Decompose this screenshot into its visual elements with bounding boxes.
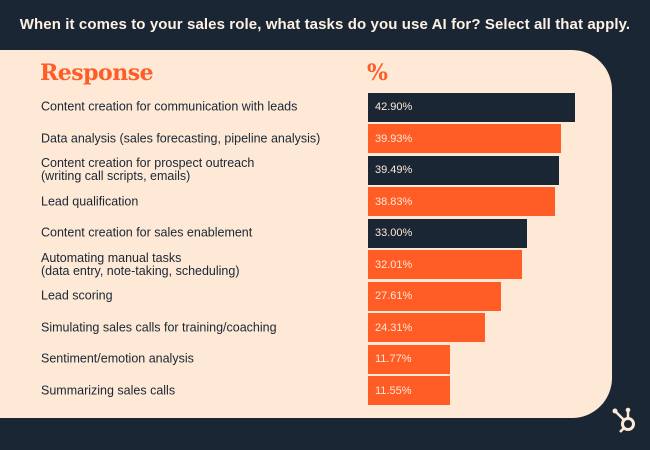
bar-value-label: 39.49% <box>375 164 413 176</box>
bar: 11.55% <box>368 376 450 405</box>
bar-value-label: 27.61% <box>375 290 413 302</box>
bar: 32.01% <box>368 250 523 279</box>
bar: 39.93% <box>368 124 561 153</box>
category-label: Automating manual tasks (data entry, not… <box>41 250 240 278</box>
bar-value-label: 11.77% <box>375 353 412 365</box>
category-label: Lead scoring <box>41 288 113 303</box>
category-label: Content creation for prospect outreach (… <box>41 156 255 183</box>
chart-title: When it comes to your sales role, what t… <box>19 16 631 33</box>
bar: 39.49% <box>368 155 559 185</box>
bar: 33.00% <box>368 218 528 248</box>
response-column-header: Response <box>40 60 154 86</box>
percent-column-header: % <box>367 60 388 86</box>
bar-value-label: 11.55% <box>375 384 412 397</box>
category-label: Data analysis (sales forecasting, pipeli… <box>41 131 321 145</box>
category-label: Summarizing sales calls <box>41 383 176 397</box>
bar: 27.61% <box>368 281 502 311</box>
bar-value-label: 24.31% <box>375 321 413 334</box>
bar: 38.83% <box>368 187 556 216</box>
bar-value-label: 39.93% <box>375 132 413 145</box>
bar: 42.90% <box>368 92 575 122</box>
bar: 24.31% <box>368 313 486 342</box>
category-label: Content creation for sales enablement <box>41 225 253 240</box>
category-label: Lead qualification <box>41 194 139 208</box>
bar-value-label: 42.90% <box>375 101 413 113</box>
category-label: Content creation for communication with … <box>41 99 298 114</box>
hubspot-logo-icon <box>612 407 635 433</box>
category-label: Sentiment/emotion analysis <box>41 351 194 366</box>
bar-value-label: 32.01% <box>375 258 413 271</box>
bar-value-label: 33.00% <box>375 227 413 239</box>
bar: 11.77% <box>368 344 450 374</box>
bar-value-label: 38.83% <box>375 195 413 208</box>
category-label: Simulating sales calls for training/coac… <box>41 320 277 334</box>
